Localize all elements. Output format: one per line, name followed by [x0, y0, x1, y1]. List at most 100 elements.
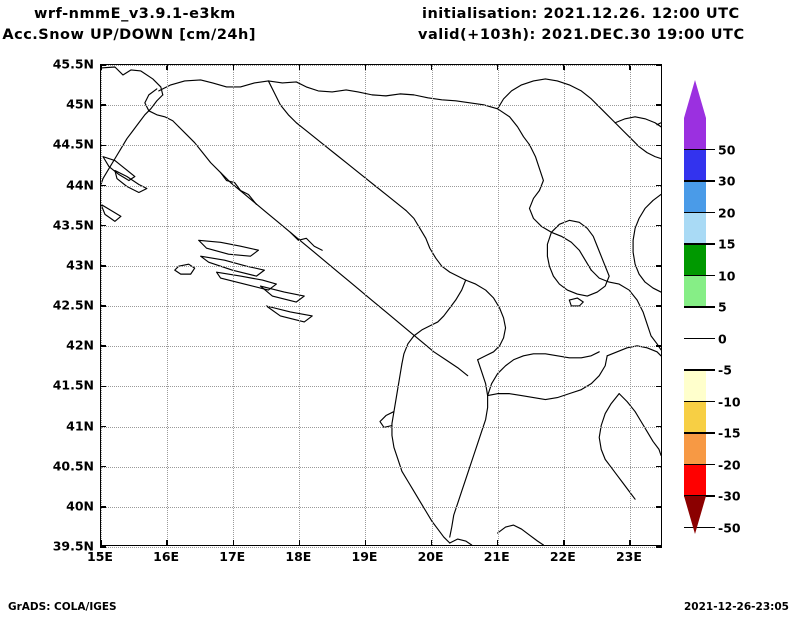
- colorbar-band: [684, 338, 706, 370]
- colorbar-label: -10: [718, 394, 741, 409]
- colorbar: 50 30 20 15 10 5 0 -5 -10 -15 -20 -30 -50: [684, 64, 800, 546]
- y-axis-tick: [656, 144, 662, 147]
- gridline-horizontal: [101, 105, 661, 107]
- y-axis-tick: [100, 224, 106, 227]
- x-axis-tick: [166, 540, 168, 546]
- gridline-vertical: [365, 65, 367, 545]
- y-axis-tick: [100, 465, 106, 468]
- colorbar-tick: [706, 400, 715, 403]
- gridline-vertical: [563, 65, 565, 545]
- colorbar-tick: [706, 243, 715, 245]
- gridline-horizontal: [101, 346, 661, 348]
- colorbar-label: 10: [718, 268, 736, 283]
- colorbar-separator: [684, 274, 706, 277]
- y-axis-tick: [656, 305, 662, 307]
- x-axis-tick: [298, 540, 301, 546]
- y-axis-tick: [100, 184, 106, 187]
- x-axis-tick: [629, 64, 631, 70]
- gridline-horizontal: [101, 506, 661, 508]
- y-axis-tick: [656, 345, 662, 347]
- gridline-horizontal: [101, 466, 661, 468]
- gridline-vertical: [629, 65, 631, 545]
- colorbar-band: [684, 244, 706, 276]
- colorbar-separator: [684, 369, 706, 371]
- gridline-horizontal: [101, 547, 661, 548]
- x-axis-label: 20E: [417, 549, 444, 564]
- y-axis-label: 44N: [66, 177, 94, 192]
- y-axis-tick: [656, 64, 662, 66]
- y-axis-tick: [100, 64, 106, 66]
- render-timestamp: 2021-12-26-23:05: [684, 601, 789, 613]
- y-axis-tick: [100, 345, 106, 347]
- y-axis-label: 43N: [66, 257, 94, 273]
- x-axis-tick: [430, 64, 433, 70]
- gridline-horizontal: [101, 386, 661, 388]
- colorbar-label: 15: [718, 236, 736, 252]
- y-axis-tick: [100, 104, 106, 106]
- y-axis-label: 41N: [66, 418, 94, 433]
- y-axis-label: 45N: [66, 96, 94, 112]
- colorbar-separator: [684, 211, 706, 214]
- colorbar-label: -20: [718, 457, 741, 472]
- y-axis-label: 40.5N: [52, 458, 94, 474]
- x-axis-tick: [563, 64, 565, 70]
- colorbar-band: [684, 370, 706, 402]
- colorbar-separator: [684, 148, 706, 151]
- gridline-vertical: [431, 65, 433, 545]
- colorbar-separator: [684, 400, 706, 403]
- y-axis-tick: [100, 305, 106, 307]
- y-axis-tick: [100, 265, 106, 267]
- x-axis-tick: [430, 540, 433, 546]
- y-axis-tick: [100, 546, 106, 548]
- colorbar-tick: [706, 526, 715, 529]
- y-axis-label: 42.5N: [52, 297, 94, 313]
- x-axis-label: 21E: [483, 549, 510, 564]
- colorbar-label: -50: [718, 520, 741, 535]
- y-axis-label: 44.5N: [52, 136, 94, 152]
- y-axis-label: 45.5N: [52, 56, 94, 72]
- y-axis-label: 42N: [66, 337, 94, 353]
- valid-time-line: valid(+103h): 2021.DEC.30 19:00 UTC: [418, 27, 745, 43]
- x-axis-tick: [497, 64, 499, 70]
- colorbar-label: -5: [718, 362, 732, 378]
- colorbar-tick: [706, 274, 715, 277]
- colorbar-tick: [706, 432, 715, 434]
- x-axis-label: 17E: [219, 549, 246, 564]
- map-outline-layer: [101, 66, 661, 545]
- colorbar-separator: [684, 463, 706, 466]
- gridline-horizontal: [101, 145, 661, 147]
- y-axis-tick: [656, 546, 662, 548]
- grads-credit: GrADS: COLA/IGES: [8, 601, 117, 613]
- y-axis-label: 40N: [66, 498, 94, 514]
- gridline-vertical: [299, 65, 301, 545]
- y-axis-label: 43.5N: [52, 217, 94, 233]
- gridline-horizontal: [101, 265, 661, 267]
- colorbar-over-arrow: [684, 80, 706, 118]
- gridline-vertical: [101, 65, 102, 545]
- colorbar-separator: [684, 337, 706, 340]
- colorbar-tick: [706, 148, 715, 151]
- colorbar-band: [684, 433, 706, 465]
- colorbar-label: -30: [718, 488, 741, 504]
- colorbar-label: 30: [718, 173, 736, 189]
- colorbar-label: 0: [718, 331, 727, 346]
- title-model: wrf-nmmE_v3.9.1-e3km: [34, 6, 236, 22]
- colorbar-label: 20: [718, 205, 736, 220]
- gridline-vertical: [497, 65, 499, 545]
- initialisation-line: initialisation: 2021.12.26. 12:00 UTC: [422, 6, 740, 22]
- y-axis-tick: [656, 425, 662, 428]
- x-axis-label: 15E: [87, 549, 113, 564]
- gridline-vertical: [233, 65, 235, 545]
- gridline-horizontal: [101, 426, 661, 428]
- y-axis-tick: [100, 506, 106, 508]
- colorbar-band: [684, 212, 706, 244]
- y-axis-tick: [100, 425, 106, 428]
- colorbar-separator: [684, 495, 706, 497]
- y-axis: 39.5N 40N 40.5N 41N 41.5N 42N 42.5N 43N 43.5N 44N…: [28, 0, 94, 618]
- gridline-horizontal: [101, 306, 661, 307]
- colorbar-separator: [684, 180, 706, 182]
- x-axis-label: 23E: [615, 549, 642, 564]
- colorbar-tick: [706, 211, 715, 214]
- x-axis-tick: [100, 64, 102, 70]
- colorbar-separator: [684, 306, 706, 308]
